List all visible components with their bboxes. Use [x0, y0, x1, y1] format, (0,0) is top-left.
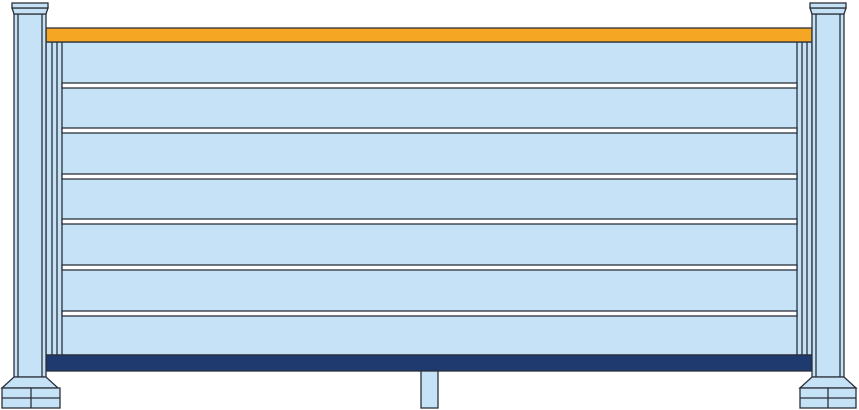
- top-rail: [45, 27, 813, 43]
- post-cap: [11, 7, 49, 15]
- post-cap-top: [11, 2, 49, 9]
- right-post: [798, 2, 858, 409]
- post-cap: [809, 7, 847, 15]
- board-joint: [61, 173, 798, 180]
- support-foot: [420, 365, 439, 409]
- post-base-skirt: [798, 376, 858, 389]
- post-cap-top: [809, 2, 847, 9]
- board-joint: [61, 218, 798, 225]
- infill-panel: [45, 41, 813, 356]
- bottom-rail: [45, 354, 813, 372]
- post-body: [13, 13, 47, 378]
- board-joint: [61, 264, 798, 271]
- board-joint: [61, 310, 798, 317]
- board-joints: [61, 82, 798, 317]
- left-post: [0, 2, 61, 409]
- post-base-skirt: [0, 376, 60, 389]
- board-joint: [61, 127, 798, 134]
- left-channel: [51, 42, 63, 355]
- right-channel: [796, 42, 808, 355]
- board-joint: [61, 82, 798, 89]
- post-body: [811, 13, 845, 378]
